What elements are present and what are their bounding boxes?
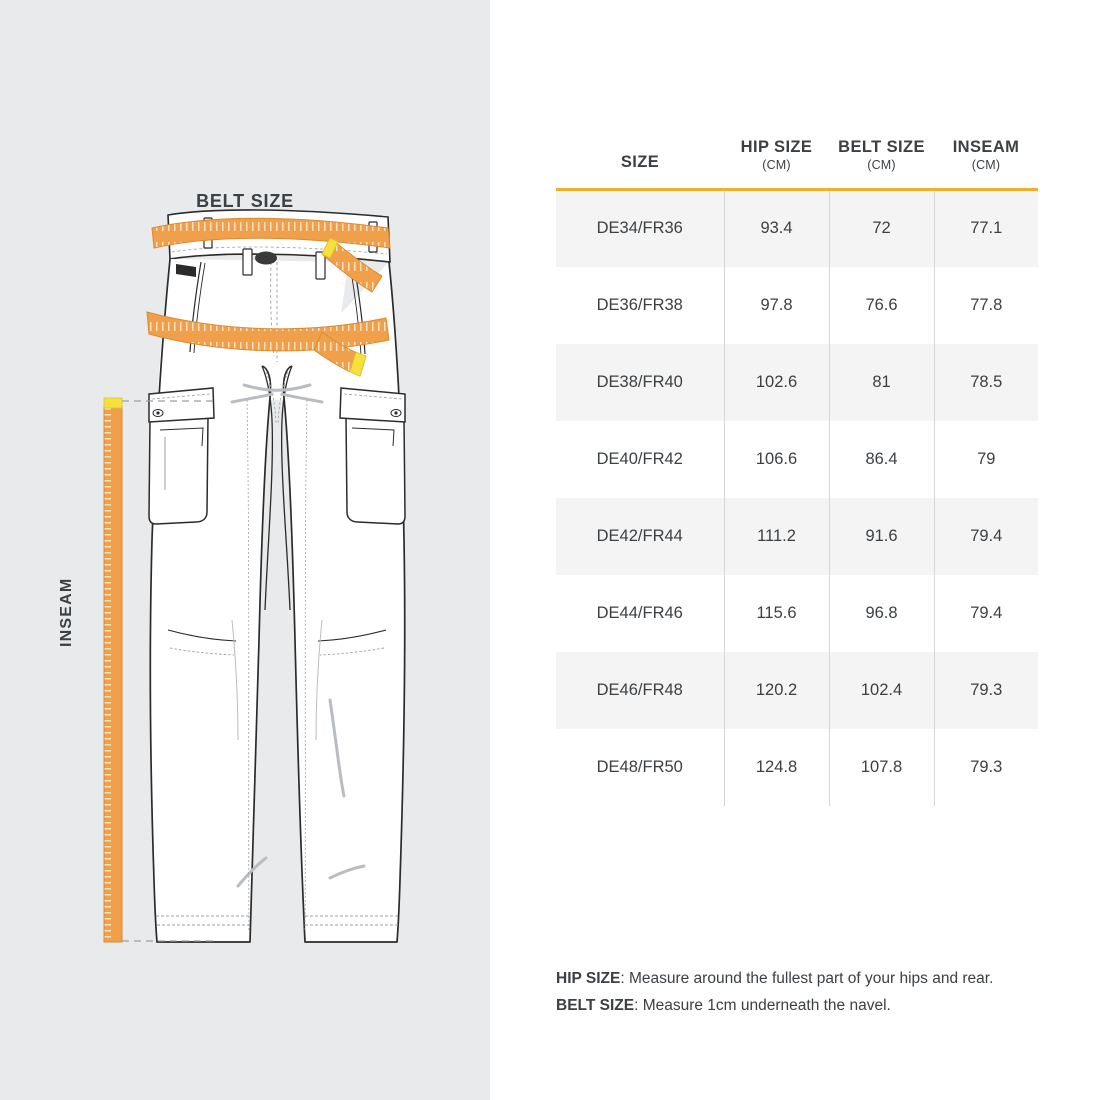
column-header-inseam-label: INSEAM — [952, 138, 1020, 156]
column-header-size: SIZE — [556, 138, 724, 191]
illustration-panel: BELT SIZE HIP SIZE INSEAM — [0, 0, 490, 1100]
cell-belt: 76.6 — [829, 266, 935, 344]
note-hip-size-text: : Measure around the fullest part of you… — [620, 970, 994, 987]
cell-belt: 86.4 — [829, 420, 935, 498]
column-header-belt-unit: (CM) — [867, 158, 896, 172]
belt-size-tape — [151, 217, 391, 293]
cell-size: DE44/FR46 — [556, 574, 725, 652]
cell-belt: 96.8 — [829, 574, 935, 652]
cell-inseam: 79 — [934, 420, 1038, 498]
column-header-hip: HIP SIZE (CM) — [724, 138, 829, 191]
cell-size: DE48/FR50 — [556, 728, 725, 806]
size-table-wrapper: SIZE HIP SIZE (CM) BELT SIZE (CM) INSEAM — [556, 138, 1038, 806]
cell-size: DE40/FR42 — [556, 420, 725, 498]
table-header-row: SIZE HIP SIZE (CM) BELT SIZE (CM) INSEAM — [556, 138, 1038, 191]
inseam-guide-lines — [122, 400, 214, 942]
cell-size: DE46/FR48 — [556, 651, 725, 729]
table-row: DE46/FR48 120.2 102.4 79.3 — [556, 651, 1038, 729]
belt-size-label: BELT SIZE — [196, 191, 294, 211]
cell-size: DE42/FR44 — [556, 497, 725, 575]
table-row: DE34/FR36 93.4 72 77.1 — [556, 189, 1038, 267]
cell-hip: 124.8 — [724, 728, 830, 806]
table-row: DE36/FR38 97.8 76.6 77.8 — [556, 266, 1038, 344]
measurement-notes: HIP SIZE: Measure around the fullest par… — [556, 966, 1076, 1019]
trousers-outline — [148, 209, 406, 943]
cell-hip: 115.6 — [724, 574, 830, 652]
cell-hip: 97.8 — [724, 266, 830, 344]
hip-size-tape — [146, 311, 390, 377]
table-row: DE42/FR44 111.2 91.6 79.4 — [556, 497, 1038, 575]
cell-size: DE36/FR38 — [556, 266, 725, 344]
cell-hip: 102.6 — [724, 343, 830, 421]
note-belt-size-text: : Measure 1cm underneath the navel. — [634, 996, 891, 1014]
column-header-inseam-unit: (CM) — [971, 158, 1001, 172]
cell-inseam: 78.5 — [934, 343, 1038, 421]
table-row: DE44/FR46 115.6 96.8 79.4 — [556, 574, 1038, 652]
trousers-illustration — [103, 209, 406, 943]
cargo-pocket-left — [148, 387, 215, 525]
column-header-belt-label: BELT SIZE — [838, 138, 925, 156]
table-row: DE38/FR40 102.6 81 78.5 — [556, 343, 1038, 421]
cell-belt: 91.6 — [829, 497, 935, 575]
note-belt-size: BELT SIZE: Measure 1cm underneath the na… — [556, 993, 1076, 1020]
cell-hip: 106.6 — [724, 420, 830, 498]
column-header-belt: BELT SIZE (CM) — [829, 138, 934, 191]
cell-inseam: 79.3 — [934, 651, 1038, 729]
cell-inseam: 77.1 — [934, 189, 1038, 267]
table-row: DE48/FR50 124.8 107.8 79.3 — [556, 728, 1038, 806]
cell-hip: 93.4 — [724, 189, 830, 267]
note-hip-size: HIP SIZE: Measure around the fullest par… — [556, 966, 1076, 993]
column-header-hip-unit: (CM) — [762, 158, 791, 172]
cell-belt: 72 — [829, 189, 935, 267]
cell-hip: 111.2 — [724, 497, 830, 575]
size-table-panel: SIZE HIP SIZE (CM) BELT SIZE (CM) INSEAM — [490, 0, 1100, 1100]
cell-inseam: 79.3 — [934, 728, 1038, 806]
note-belt-size-key: BELT SIZE — [556, 996, 635, 1014]
cell-inseam: 79.4 — [934, 497, 1038, 575]
cell-inseam: 79.4 — [934, 574, 1038, 652]
table-row: DE40/FR42 106.6 86.4 79 — [556, 420, 1038, 498]
cargo-pocket-right — [339, 387, 406, 525]
column-header-size-label: SIZE — [620, 153, 660, 171]
cell-belt: 81 — [829, 343, 935, 421]
cell-inseam: 77.8 — [934, 266, 1038, 344]
cell-belt: 107.8 — [829, 728, 935, 806]
cell-size: DE34/FR36 — [556, 189, 725, 267]
column-header-hip-label: HIP SIZE — [740, 138, 813, 156]
table-head: SIZE HIP SIZE (CM) BELT SIZE (CM) INSEAM — [556, 138, 1038, 191]
cell-size: DE38/FR40 — [556, 343, 725, 421]
cell-belt: 102.4 — [829, 651, 935, 729]
inseam-tape — [103, 397, 123, 943]
note-hip-size-key: HIP SIZE — [556, 970, 621, 987]
cell-hip: 120.2 — [724, 651, 830, 729]
table-body: DE34/FR36 93.4 72 77.1 DE36/FR38 97.8 76… — [556, 189, 1038, 806]
column-header-inseam: INSEAM (CM) — [934, 138, 1038, 191]
size-table: SIZE HIP SIZE (CM) BELT SIZE (CM) INSEAM — [556, 138, 1038, 806]
